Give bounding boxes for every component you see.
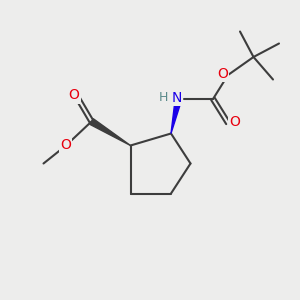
Text: N: N xyxy=(171,91,182,105)
Text: O: O xyxy=(60,138,71,152)
Text: O: O xyxy=(217,67,228,81)
Text: H: H xyxy=(159,91,168,104)
Polygon shape xyxy=(90,119,130,146)
Text: O: O xyxy=(69,88,80,102)
Text: O: O xyxy=(229,116,240,129)
Polygon shape xyxy=(171,98,182,134)
